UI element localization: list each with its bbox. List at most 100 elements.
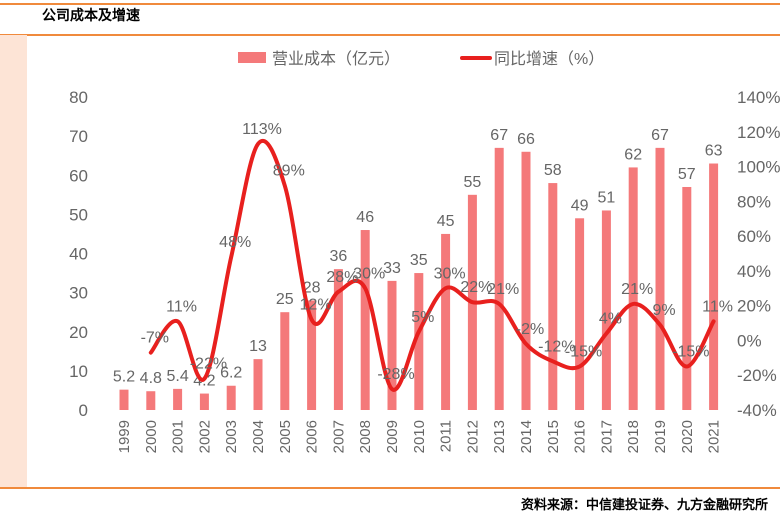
bar bbox=[360, 230, 370, 410]
bar bbox=[146, 391, 156, 410]
bar bbox=[601, 210, 611, 410]
x-axis-tick: 2021 bbox=[706, 420, 723, 453]
right-axis-tick: 40% bbox=[737, 262, 771, 281]
x-axis-tick: 2002 bbox=[196, 420, 213, 453]
bar-value-label: 33 bbox=[383, 260, 401, 277]
bar bbox=[173, 388, 183, 410]
growth-value-label: 22% bbox=[460, 279, 492, 296]
x-axis-tick: 2014 bbox=[518, 420, 535, 453]
bar bbox=[628, 167, 638, 410]
x-axis-tick: 2003 bbox=[223, 420, 240, 453]
growth-value-label: -15% bbox=[672, 344, 709, 361]
bar bbox=[655, 147, 665, 411]
x-axis-tick: 2009 bbox=[384, 420, 401, 453]
growth-value-label: -15% bbox=[565, 344, 602, 361]
bar bbox=[226, 385, 236, 410]
bar-value-label: 58 bbox=[544, 162, 562, 179]
bar-value-label: 67 bbox=[651, 127, 669, 144]
right-axis-tick: 20% bbox=[737, 297, 771, 316]
bar bbox=[682, 186, 692, 410]
x-axis-tick: 2008 bbox=[357, 420, 374, 453]
left-axis-tick: 20 bbox=[69, 323, 88, 342]
growth-value-label: -22% bbox=[190, 356, 227, 373]
right-axis-tick: 0% bbox=[737, 331, 762, 350]
growth-value-label: -28% bbox=[377, 366, 414, 383]
bar bbox=[494, 147, 504, 411]
left-axis-tick: 80 bbox=[69, 88, 88, 107]
top-border bbox=[0, 3, 780, 5]
x-axis-tick: 2015 bbox=[545, 420, 562, 453]
bar-value-label: 66 bbox=[517, 131, 535, 148]
x-axis-tick: 2011 bbox=[438, 420, 455, 452]
bar-value-label: 25 bbox=[276, 291, 294, 308]
bar bbox=[441, 233, 451, 410]
source-note: 资料来源：中信建投证券、九方金融研究所 bbox=[520, 498, 768, 513]
legend-bar-swatch bbox=[238, 52, 266, 63]
x-axis-tick: 2012 bbox=[464, 420, 481, 453]
x-axis-tick: 2016 bbox=[572, 420, 589, 453]
growth-value-label: 11% bbox=[702, 298, 733, 315]
growth-value-label: 5% bbox=[411, 309, 434, 326]
right-axis-tick: 100% bbox=[737, 158, 780, 177]
right-axis-tick: 60% bbox=[737, 227, 771, 246]
x-axis-tick: 2004 bbox=[250, 420, 267, 453]
title-divider bbox=[0, 34, 780, 36]
figure-title: 公司成本及增速 bbox=[42, 8, 140, 24]
growth-value-label: 48% bbox=[219, 234, 251, 251]
bar bbox=[307, 300, 317, 410]
bar bbox=[414, 273, 424, 410]
bar-value-label: 57 bbox=[678, 166, 696, 183]
right-axis-tick: 140% bbox=[737, 88, 780, 107]
bar-value-label: 62 bbox=[624, 146, 642, 163]
right-axis-tick: -40% bbox=[737, 401, 777, 420]
right-axis-tick: -20% bbox=[737, 366, 777, 385]
bar-value-label: 5.2 bbox=[113, 369, 135, 386]
growth-value-label: 12% bbox=[300, 297, 332, 314]
bar bbox=[253, 359, 263, 410]
x-axis-tick: 2020 bbox=[679, 420, 696, 453]
bar bbox=[387, 280, 397, 410]
bar-value-label: 4.8 bbox=[140, 370, 162, 387]
growth-value-label: 28% bbox=[326, 269, 358, 286]
side-strip bbox=[0, 35, 27, 488]
bar-value-label: 45 bbox=[437, 213, 455, 230]
left-axis-tick: 30 bbox=[69, 284, 88, 303]
bar bbox=[548, 183, 558, 410]
left-axis-tick: 60 bbox=[69, 166, 88, 185]
legend-bar-label: 营业成本（亿元） bbox=[272, 50, 400, 68]
bar bbox=[521, 151, 531, 410]
bar-value-label: 5.4 bbox=[166, 368, 188, 385]
growth-line bbox=[148, 139, 716, 392]
bottom-divider bbox=[0, 487, 780, 489]
growth-value-label: 9% bbox=[652, 302, 675, 319]
x-axis-tick: 1999 bbox=[116, 420, 133, 453]
left-axis-tick: 10 bbox=[69, 362, 88, 381]
bar-value-label: 67 bbox=[490, 127, 508, 144]
growth-value-label: 30% bbox=[434, 265, 466, 282]
growth-value-label: -7% bbox=[141, 330, 169, 347]
bar bbox=[280, 312, 290, 410]
x-axis-tick: 2001 bbox=[170, 420, 187, 453]
x-axis-tick: 2007 bbox=[330, 420, 347, 453]
x-axis-tick: 2005 bbox=[277, 420, 294, 453]
bar-value-label: 35 bbox=[410, 252, 428, 269]
growth-value-label: 11% bbox=[166, 298, 197, 315]
left-axis-tick: 50 bbox=[69, 205, 88, 224]
right-axis-tick: 80% bbox=[737, 192, 771, 211]
x-axis-tick: 2000 bbox=[143, 420, 160, 453]
growth-value-label: -12% bbox=[538, 338, 575, 355]
left-axis-tick: 70 bbox=[69, 127, 88, 146]
x-axis-tick: 2013 bbox=[491, 420, 508, 453]
growth-value-label: 113% bbox=[242, 121, 282, 138]
bar-value-label: 55 bbox=[464, 174, 482, 191]
x-axis-tick: 2006 bbox=[304, 420, 321, 453]
bar bbox=[199, 393, 209, 410]
bar-value-label: 13 bbox=[249, 338, 267, 355]
growth-value-label: 21% bbox=[487, 281, 519, 298]
growth-value-label: -2% bbox=[516, 321, 544, 338]
bar-value-label: 36 bbox=[330, 248, 348, 265]
bar-value-label: 51 bbox=[598, 189, 616, 206]
left-axis-tick: 40 bbox=[69, 245, 88, 264]
bar-value-label: 63 bbox=[705, 143, 723, 160]
